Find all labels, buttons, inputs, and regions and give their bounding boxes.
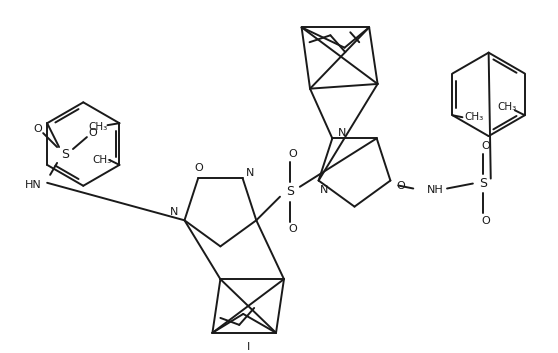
Text: O: O	[288, 149, 297, 159]
Text: NH: NH	[427, 185, 444, 196]
Text: S: S	[61, 149, 69, 161]
Text: CH₃: CH₃	[92, 155, 111, 165]
Text: O: O	[482, 216, 490, 226]
Text: O: O	[89, 128, 97, 138]
Text: I: I	[247, 342, 250, 352]
Text: O: O	[288, 225, 297, 234]
Text: N: N	[319, 185, 328, 196]
Text: O: O	[34, 124, 42, 134]
Text: CH₃: CH₃	[88, 122, 107, 132]
Text: CH₃: CH₃	[497, 102, 517, 112]
Text: O: O	[195, 163, 204, 173]
Text: O: O	[396, 180, 405, 191]
Text: S: S	[479, 177, 487, 190]
Text: N: N	[246, 168, 254, 178]
Text: CH₃: CH₃	[465, 112, 484, 122]
Text: O: O	[482, 141, 490, 151]
Text: N: N	[338, 128, 347, 138]
Text: S: S	[286, 185, 294, 198]
Text: HN: HN	[25, 180, 42, 190]
Text: N: N	[170, 207, 179, 217]
